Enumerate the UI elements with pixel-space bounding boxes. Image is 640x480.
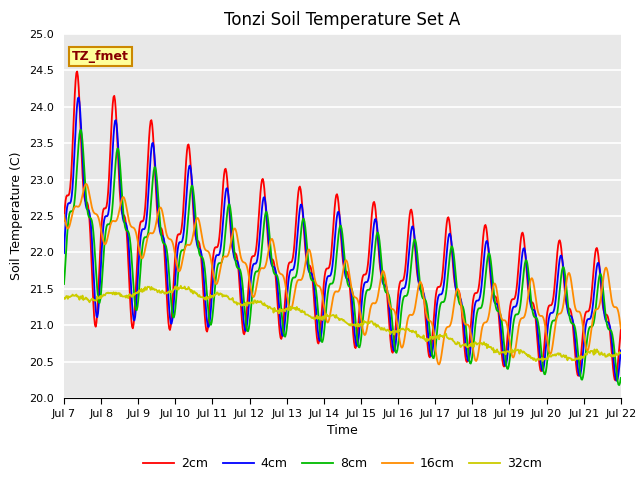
8cm — [389, 324, 397, 330]
32cm — [183, 286, 191, 292]
2cm — [183, 148, 191, 154]
4cm — [617, 348, 625, 353]
Line: 8cm: 8cm — [64, 130, 621, 385]
Y-axis label: Soil Temperature (C): Soil Temperature (C) — [10, 152, 23, 280]
16cm — [335, 288, 342, 294]
16cm — [617, 325, 625, 331]
2cm — [566, 307, 574, 313]
2cm — [612, 377, 620, 383]
2cm — [444, 216, 451, 221]
16cm — [207, 257, 215, 263]
16cm — [568, 279, 575, 285]
8cm — [77, 127, 85, 133]
Line: 2cm: 2cm — [64, 72, 621, 380]
8cm — [335, 232, 342, 238]
2cm — [207, 283, 215, 289]
8cm — [617, 375, 625, 381]
8cm — [183, 230, 191, 236]
Legend: 2cm, 4cm, 8cm, 16cm, 32cm: 2cm, 4cm, 8cm, 16cm, 32cm — [138, 452, 547, 475]
8cm — [444, 276, 451, 282]
4cm — [389, 343, 397, 349]
4cm — [444, 241, 451, 247]
4cm — [335, 209, 342, 215]
32cm — [177, 283, 184, 288]
2cm — [389, 350, 397, 356]
32cm — [335, 315, 342, 321]
32cm — [207, 295, 215, 300]
16cm — [389, 306, 397, 312]
8cm — [60, 281, 68, 287]
Line: 32cm: 32cm — [64, 286, 621, 361]
2cm — [74, 69, 81, 74]
16cm — [183, 242, 191, 248]
8cm — [207, 322, 215, 328]
32cm — [444, 335, 451, 341]
4cm — [60, 250, 68, 256]
16cm — [60, 212, 68, 218]
4cm — [566, 313, 574, 319]
32cm — [568, 356, 575, 362]
X-axis label: Time: Time — [327, 424, 358, 437]
32cm — [60, 295, 68, 301]
4cm — [183, 186, 191, 192]
Text: TZ_fmet: TZ_fmet — [72, 50, 129, 63]
Line: 16cm: 16cm — [64, 184, 621, 364]
32cm — [389, 329, 397, 335]
Title: Tonzi Soil Temperature Set A: Tonzi Soil Temperature Set A — [224, 11, 461, 29]
32cm — [532, 358, 540, 364]
8cm — [616, 382, 623, 388]
Line: 4cm: 4cm — [64, 97, 621, 381]
4cm — [207, 306, 215, 312]
2cm — [60, 218, 68, 224]
2cm — [335, 201, 342, 206]
16cm — [445, 324, 452, 330]
16cm — [435, 361, 443, 367]
16cm — [83, 181, 90, 187]
4cm — [75, 95, 83, 100]
4cm — [613, 378, 621, 384]
2cm — [617, 327, 625, 333]
32cm — [617, 350, 625, 356]
8cm — [566, 318, 574, 324]
